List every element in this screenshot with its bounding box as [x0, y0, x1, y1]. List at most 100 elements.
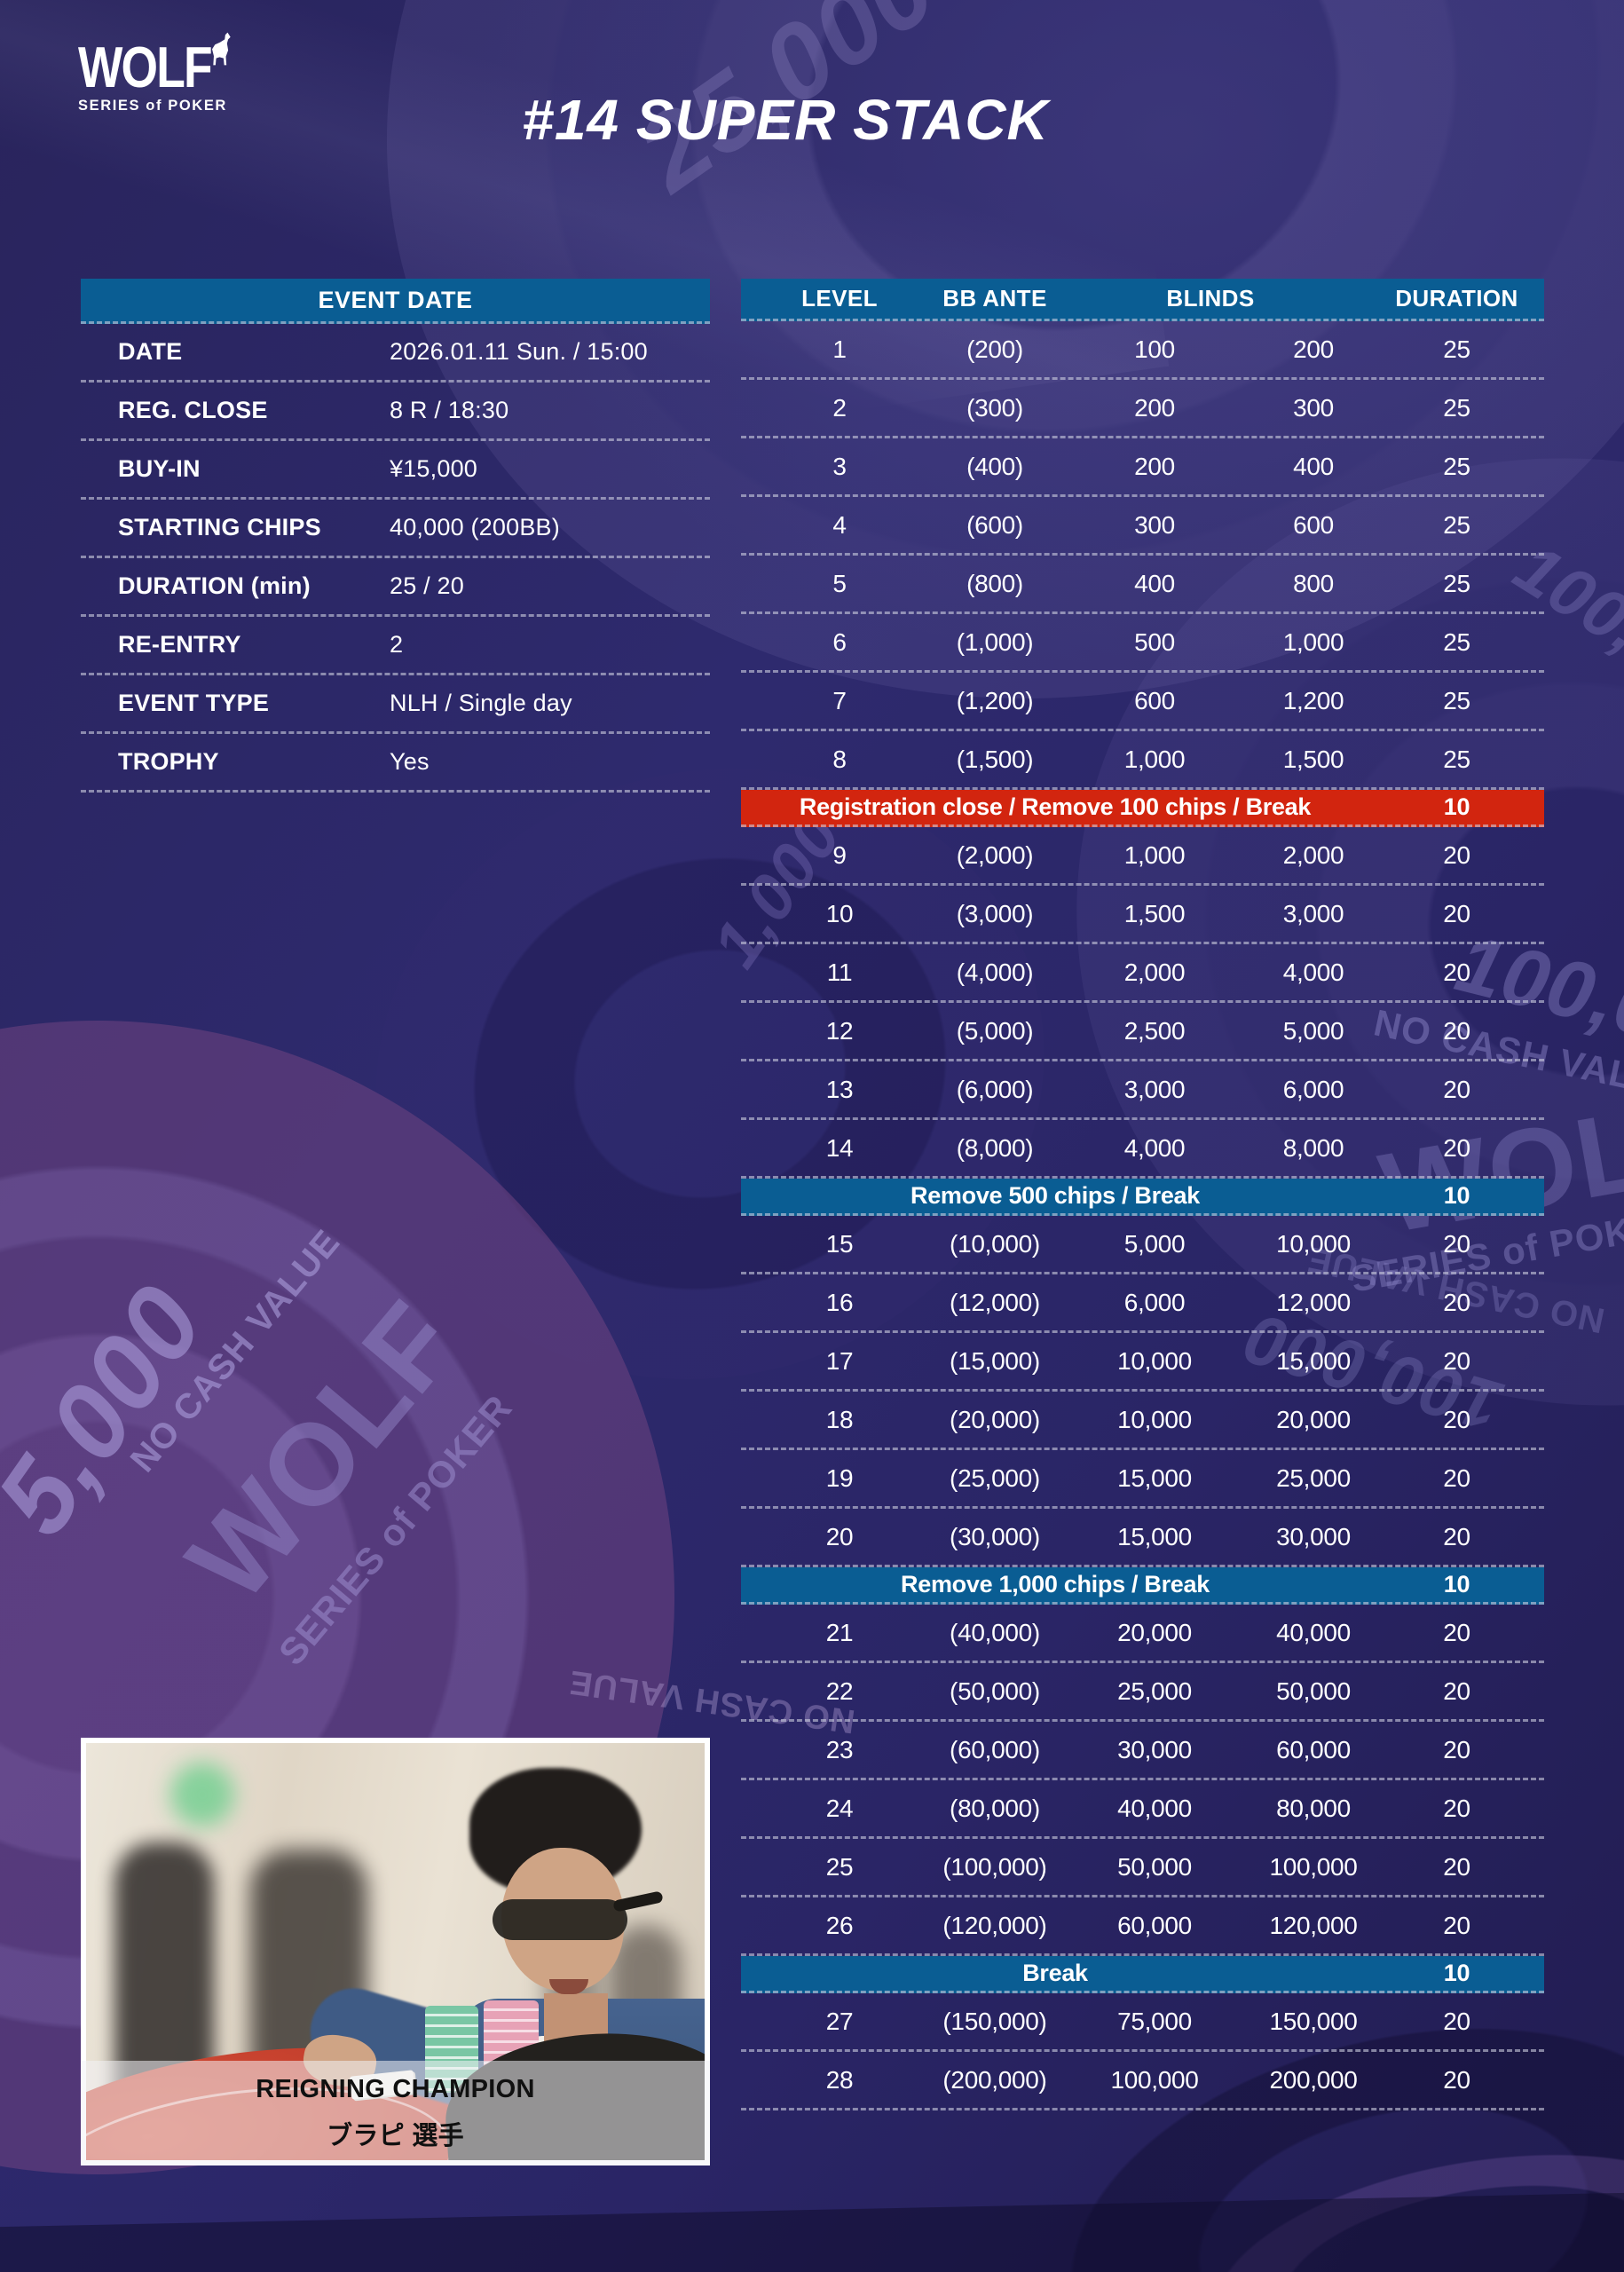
level-row: 6 (1,000) 500 1,000 25 — [741, 614, 1544, 673]
level-row: 15 (10,000) 5,000 10,000 20 — [741, 1216, 1544, 1274]
level-number: 2 — [832, 393, 847, 422]
small-blind-value: 30,000 — [1117, 1735, 1192, 1763]
level-number: 26 — [825, 1911, 854, 1939]
wolf-logo: WOLF SERIES of POKER — [78, 32, 233, 114]
info-value: 2026.01.11 Sun. / 15:00 — [390, 338, 648, 365]
bb-ante-value: (8,000) — [956, 1133, 1034, 1162]
level-row: 2 (300) 200 300 25 — [741, 380, 1544, 438]
level-row: 4 (600) 300 600 25 — [741, 497, 1544, 556]
info-label: EVENT TYPE — [118, 690, 270, 716]
level-row: 5 (800) 400 800 25 — [741, 556, 1544, 614]
duration-value: 10 — [1443, 1571, 1470, 1598]
small-blind-value: 10,000 — [1117, 1346, 1192, 1375]
small-blind-value: 300 — [1134, 510, 1175, 539]
big-blind-value: 800 — [1293, 569, 1334, 597]
break-label: Remove 500 chips / Break — [911, 1182, 1200, 1209]
big-blind-value: 100,000 — [1269, 1852, 1358, 1881]
info-label: STARTING CHIPS — [118, 514, 321, 540]
big-blind-value: 60,000 — [1276, 1735, 1351, 1763]
big-blind-value: 200,000 — [1269, 2065, 1358, 2094]
info-value: 8 R / 18:30 — [390, 397, 509, 423]
level-number: 13 — [825, 1075, 854, 1103]
break-label: Break — [1022, 1960, 1088, 1986]
info-label: BUY-IN — [118, 455, 201, 482]
bb-ante-value: (1,500) — [956, 745, 1034, 773]
big-blind-value: 150,000 — [1269, 2007, 1358, 2035]
event-info-row: BUY-IN ¥15,000 — [81, 441, 710, 500]
small-blind-value: 600 — [1134, 686, 1175, 714]
big-blind-value: 2,000 — [1282, 840, 1344, 869]
break-label: Remove 1,000 chips / Break — [901, 1571, 1210, 1598]
blind-structure-table: LEVEL BB ANTE BLINDS DURATION 1 (200) 10… — [741, 279, 1544, 2110]
small-blind-value: 2,500 — [1123, 1016, 1186, 1045]
small-blind-value: 500 — [1134, 627, 1175, 656]
bb-ante-value: (40,000) — [950, 1618, 1040, 1646]
event-info-row: REG. CLOSE 8 R / 18:30 — [81, 383, 710, 441]
small-blind-value: 10,000 — [1117, 1405, 1192, 1433]
small-blind-value: 3,000 — [1123, 1075, 1186, 1103]
level-number: 3 — [832, 452, 847, 480]
header-bb-ante: BB ANTE — [942, 285, 1047, 312]
level-number: 17 — [825, 1346, 854, 1375]
level-row: 26 (120,000) 60,000 120,000 20 — [741, 1897, 1544, 1956]
level-number: 5 — [832, 569, 847, 597]
small-blind-value: 60,000 — [1117, 1911, 1192, 1939]
event-info-table: EVENT DATE DATE 2026.01.11 Sun. / 15:00 … — [81, 279, 710, 793]
level-number: 28 — [825, 2065, 854, 2094]
bb-ante-value: (120,000) — [942, 1911, 1047, 1939]
level-number: 16 — [825, 1288, 854, 1316]
bb-ante-value: (25,000) — [950, 1463, 1040, 1492]
bb-ante-value: (5,000) — [956, 1016, 1034, 1045]
break-row: Remove 1,000 chips / Break 10 — [741, 1567, 1544, 1605]
duration-value: 25 — [1443, 686, 1470, 714]
level-number: 7 — [832, 686, 847, 714]
big-blind-value: 80,000 — [1276, 1794, 1351, 1822]
event-info-row: EVENT TYPE NLH / Single day — [81, 675, 710, 734]
wolf-logo-wordmark: WOLF — [78, 32, 233, 96]
bb-ante-value: (400) — [966, 452, 1023, 480]
bb-ante-value: (800) — [966, 569, 1023, 597]
level-number: 27 — [825, 2007, 854, 2035]
info-label: REG. CLOSE — [118, 397, 268, 423]
bb-ante-value: (200,000) — [942, 2065, 1047, 2094]
small-blind-value: 100,000 — [1110, 2065, 1199, 2094]
event-info-row: DURATION (min) 25 / 20 — [81, 558, 710, 617]
small-blind-value: 20,000 — [1117, 1618, 1192, 1646]
level-row: 1 (200) 100 200 25 — [741, 321, 1544, 380]
small-blind-value: 200 — [1134, 393, 1175, 422]
small-blind-value: 6,000 — [1123, 1288, 1186, 1316]
duration-value: 10 — [1443, 1182, 1470, 1209]
level-row: 23 (60,000) 30,000 60,000 20 — [741, 1722, 1544, 1780]
level-row: 22 (50,000) 25,000 50,000 20 — [741, 1663, 1544, 1722]
duration-value: 20 — [1443, 1463, 1470, 1492]
bb-ante-value: (3,000) — [956, 899, 1034, 927]
bb-ante-value: (15,000) — [950, 1346, 1040, 1375]
header-level: LEVEL — [801, 285, 878, 312]
champion-caption: REIGNING CHAMPION ブラピ 選手 — [81, 2061, 710, 2166]
level-number: 21 — [825, 1618, 854, 1646]
champion-photo-card: REIGNING CHAMPION ブラピ 選手 — [81, 1738, 710, 2166]
level-row: 25 (100,000) 50,000 100,000 20 — [741, 1839, 1544, 1897]
small-blind-value: 1,000 — [1123, 840, 1186, 869]
duration-value: 20 — [1443, 1852, 1470, 1881]
bb-ante-value: (6,000) — [956, 1075, 1034, 1103]
duration-value: 20 — [1443, 2007, 1470, 2035]
bb-ante-value: (2,000) — [956, 840, 1034, 869]
duration-value: 20 — [1443, 1405, 1470, 1433]
small-blind-value: 1,000 — [1123, 745, 1186, 773]
level-row: 11 (4,000) 2,000 4,000 20 — [741, 944, 1544, 1003]
duration-value: 20 — [1443, 1522, 1470, 1550]
duration-value: 25 — [1443, 569, 1470, 597]
blind-structure-header-row: LEVEL BB ANTE BLINDS DURATION — [741, 279, 1544, 321]
small-blind-value: 200 — [1134, 452, 1175, 480]
level-number: 22 — [825, 1676, 854, 1705]
big-blind-value: 3,000 — [1282, 899, 1344, 927]
event-info-rows: DATE 2026.01.11 Sun. / 15:00 REG. CLOSE … — [81, 324, 710, 793]
big-blind-value: 4,000 — [1282, 958, 1344, 986]
blind-structure-rows: 1 (200) 100 200 25 2 (300) 200 300 25 3 … — [741, 321, 1544, 2110]
level-row: 8 (1,500) 1,000 1,500 25 — [741, 731, 1544, 790]
info-label: DATE — [118, 338, 183, 365]
level-number: 25 — [825, 1852, 854, 1881]
header-duration: DURATION — [1395, 285, 1518, 312]
level-row: 14 (8,000) 4,000 8,000 20 — [741, 1120, 1544, 1179]
